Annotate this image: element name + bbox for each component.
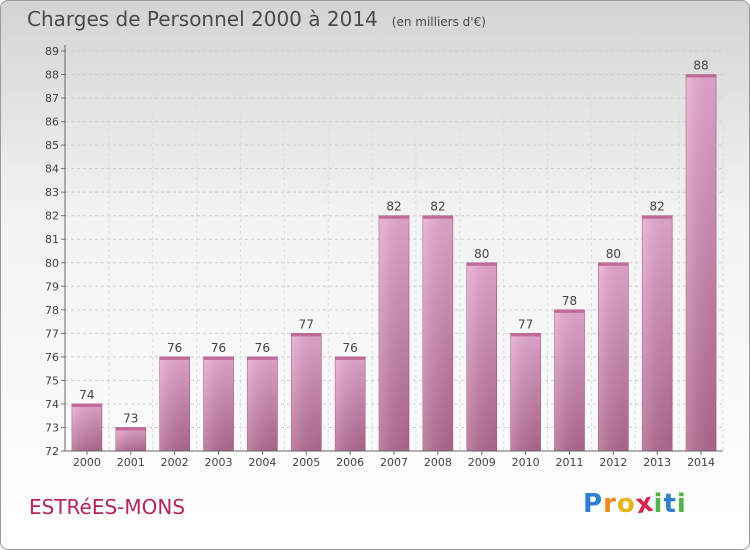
axes	[64, 45, 723, 452]
bar-value-label: 82	[386, 200, 401, 214]
bar-top	[203, 356, 234, 360]
y-tick-label: 73	[45, 421, 59, 434]
y-tick-label: 89	[45, 45, 59, 58]
bar-value-label: 76	[211, 341, 226, 355]
city-name: ESTRéES-MONS	[29, 495, 186, 519]
logo-letter: r	[603, 489, 617, 519]
bar-value-label: 82	[430, 200, 445, 214]
x-tick-label: 2001	[117, 456, 145, 469]
bar-value-label: 76	[342, 341, 357, 355]
bar-value-label: 88	[693, 59, 708, 73]
x-axis-labels: 2000 2001 2002 2003 2004 2005 2006 2007 2008 2009…	[73, 451, 715, 469]
bar-highlight	[554, 309, 585, 451]
bar-highlight	[71, 403, 102, 451]
x-tick-label: 2008	[424, 456, 452, 469]
bar-top	[379, 215, 409, 219]
y-tick-label: 83	[45, 186, 59, 199]
x-tick-label: 2007	[380, 456, 408, 469]
bars: 74 73 76 76 76 77 76 82 82 80 77 78 80 82 88	[71, 59, 717, 452]
chart-subtitle: (en milliers d'€)	[391, 15, 486, 29]
logo-letter: i	[676, 489, 687, 519]
logo-letter: P	[583, 489, 604, 519]
chart-title-text: Charges de Personnel 2000 à 2014	[27, 7, 378, 31]
bar-highlight	[642, 215, 673, 451]
bar-top	[335, 356, 366, 360]
y-tick-label: 86	[45, 116, 59, 129]
bar-value-label: 77	[299, 317, 314, 331]
bar-highlight	[335, 356, 366, 451]
bar-highlight	[291, 333, 322, 451]
proxiti-logo: Proxiti	[583, 488, 687, 521]
logo-letter: o	[616, 489, 636, 519]
bar-highlight	[422, 215, 453, 451]
bar-top	[422, 215, 453, 219]
y-axis-labels: 72 73 74 75 76 77 78 79 80 81 82 83 84 85 86 87 88 89	[45, 45, 59, 458]
x-tick-label: 2013	[643, 456, 671, 469]
x-tick-label: 2014	[687, 456, 715, 469]
bar-top	[686, 74, 717, 78]
x-tick-label: 2009	[468, 456, 496, 469]
y-tick-label: 77	[45, 327, 59, 340]
bar-highlight	[159, 356, 190, 451]
bar-top	[71, 403, 102, 407]
x-tick-label: 2003	[205, 456, 233, 469]
bar-top	[115, 427, 146, 431]
x-tick-label: 2011	[555, 456, 583, 469]
x-tick-label: 2006	[336, 456, 364, 469]
bar-value-label: 76	[167, 341, 182, 355]
bar-value-label: 78	[562, 294, 577, 308]
bar-value-label: 80	[606, 247, 621, 261]
bar-value-label: 76	[255, 341, 270, 355]
x-tick-label: 2002	[161, 456, 189, 469]
y-tick-label: 87	[45, 92, 59, 105]
bar-value-label: 73	[123, 411, 138, 425]
bar-top	[247, 356, 278, 360]
logo-letter: t	[663, 489, 677, 519]
bar-value-label: 74	[79, 388, 94, 402]
bar-top	[159, 356, 190, 360]
bar-highlight	[598, 262, 629, 451]
y-tick-label: 85	[45, 139, 59, 152]
y-tick-label: 74	[45, 398, 59, 411]
y-tick-label: 82	[45, 210, 59, 223]
chart-title: Charges de Personnel 2000 à 2014 (en mill…	[27, 7, 486, 31]
bar-top	[598, 262, 629, 266]
bar-value-label: 82	[650, 200, 665, 214]
bar-highlight	[379, 215, 409, 451]
y-tick-label: 78	[45, 304, 59, 317]
bar-value-label: 77	[518, 317, 533, 331]
bar-highlight	[115, 427, 146, 451]
bar-top	[554, 309, 585, 313]
y-tick-label: 72	[45, 445, 59, 458]
x-tick-label: 2005	[292, 456, 320, 469]
bar-top	[510, 333, 541, 337]
bar-top	[642, 215, 673, 219]
x-tick-label: 2010	[512, 456, 540, 469]
bar-value-label: 80	[474, 247, 489, 261]
x-tick-label: 2012	[599, 456, 627, 469]
y-tick-label: 80	[45, 257, 59, 270]
y-tick-label: 81	[45, 233, 59, 246]
x-tick-label: 2000	[73, 456, 101, 469]
bar-highlight	[466, 262, 497, 451]
bar-highlight	[686, 74, 717, 451]
y-tick-label: 79	[45, 280, 59, 293]
y-tick-label: 84	[45, 163, 59, 176]
bar-top	[291, 333, 322, 337]
bar-highlight	[510, 333, 541, 451]
bar-highlight	[203, 356, 234, 451]
y-tick-label: 75	[45, 374, 59, 387]
bar-top	[466, 262, 497, 266]
y-tick-label: 88	[45, 69, 59, 82]
y-tick-label: 76	[45, 351, 59, 364]
x-tick-label: 2004	[248, 456, 276, 469]
bar-highlight	[247, 356, 278, 451]
logo-letter: i	[653, 489, 664, 519]
